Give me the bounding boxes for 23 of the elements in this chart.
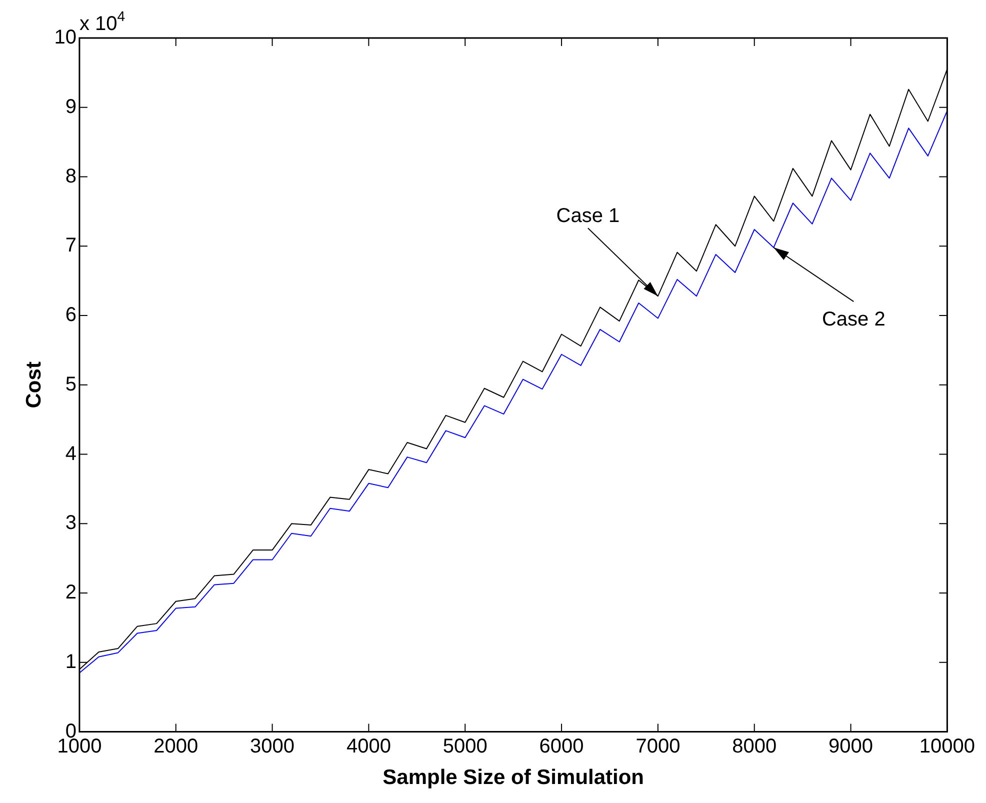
y-tick-label: 5: [65, 373, 76, 396]
x-tick-label: 10000: [919, 735, 976, 758]
y-tick-label: 9: [65, 96, 76, 118]
x-axis-title: Sample Size of Simulation: [382, 766, 644, 790]
y-axis-title: Cost: [22, 362, 46, 408]
y-tick-label: 6: [65, 304, 76, 326]
x-tick-label: 7000: [636, 735, 680, 758]
x-tick-label: 5000: [442, 735, 488, 758]
x-tick-label: 3000: [250, 735, 295, 758]
y-tick-label: 3: [65, 512, 76, 534]
y-tick-label: 7: [65, 234, 76, 257]
annotation: Case 2: [822, 308, 886, 331]
x-tick-label: 8000: [732, 735, 777, 758]
annotation: Case 1: [556, 205, 620, 228]
x-tick-label: 9000: [828, 735, 874, 758]
x-tick-label: 4000: [346, 735, 391, 758]
y-tick-label: 10: [54, 26, 76, 49]
x-tick-label: 6000: [539, 735, 584, 758]
y-tick-label: 8: [65, 165, 76, 188]
y-tick-label: 2: [65, 582, 76, 604]
x-tick-label: 2000: [154, 735, 198, 758]
y-tick-label: 1: [65, 650, 76, 673]
y-tick-label: 4: [65, 442, 76, 465]
